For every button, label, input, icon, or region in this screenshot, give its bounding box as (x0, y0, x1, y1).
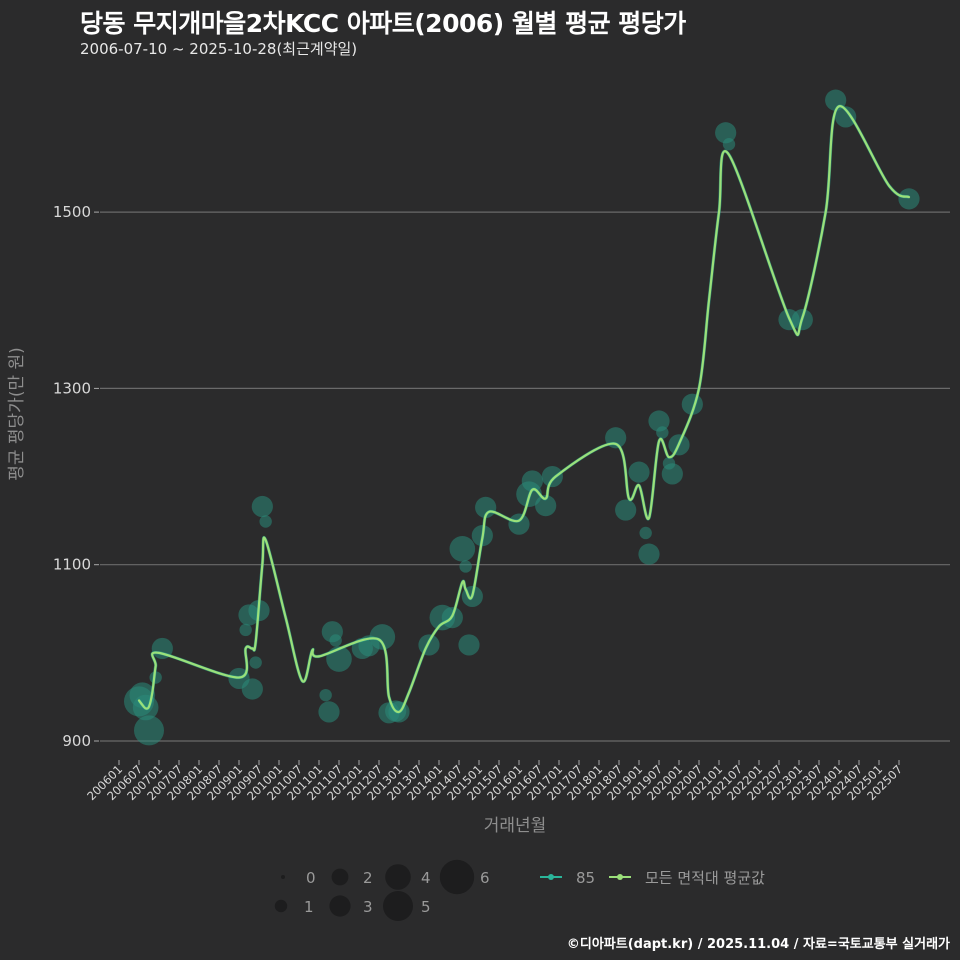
footer-credit: ©디아파트(dapt.kr) / 2025.11.04 / 자료=국토교통부 실… (566, 937, 950, 952)
legend-size-icon (329, 895, 351, 917)
bubble-point (259, 515, 272, 528)
x-axis-ticks: 2006012006072007012007072008012008072009… (84, 760, 905, 803)
bubble-point (639, 526, 652, 540)
legend-size-label: 3 (363, 898, 373, 916)
legend-line-label: 85 (576, 869, 595, 887)
y-tick-label: 1100 (53, 556, 91, 574)
legend-line-dot (617, 874, 623, 880)
bubble-point (318, 701, 340, 723)
legend-size-label: 1 (304, 898, 314, 916)
legend-size-icon (439, 859, 475, 895)
bubble-point (722, 138, 736, 151)
bubble-point (615, 499, 637, 521)
bubble-point (251, 495, 273, 518)
bubble-point (521, 470, 543, 492)
y-axis-ticks: 900 1100 1300 1500 (53, 203, 99, 750)
legend: 0 1 2 3 4 5 6 85 모든 면적대 평균값 (274, 859, 765, 921)
bubble-point (239, 623, 252, 637)
bubble-point (541, 465, 563, 488)
legend-size-label: 4 (421, 869, 431, 887)
y-tick-label: 1300 (53, 379, 91, 397)
legend-size-label: 6 (480, 869, 490, 887)
y-tick-label: 900 (62, 732, 91, 750)
bubble-point (656, 426, 669, 439)
legend-size-label: 0 (306, 869, 316, 887)
bubble-point (319, 688, 332, 702)
y-tick-label: 1500 (53, 203, 91, 221)
bubble-point (535, 495, 557, 517)
bubble-point (835, 106, 857, 128)
legend-size-label: 2 (363, 869, 373, 887)
legend-size-label: 5 (421, 898, 431, 916)
bubble-point (449, 536, 476, 562)
bubble-point (134, 715, 164, 746)
bubble-point (898, 188, 920, 210)
legend-line-dot (548, 874, 554, 880)
legend-line-label: 모든 면적대 평균값 (645, 869, 765, 887)
average-price-line (137, 105, 911, 714)
bubble-point (508, 513, 530, 535)
bubble-point (329, 634, 342, 647)
bubble-point (628, 461, 650, 483)
bubble-point (249, 656, 262, 669)
bubble-point (458, 634, 480, 656)
x-axis-title: 거래년월 (484, 816, 547, 836)
grid-lines (100, 211, 950, 742)
bubble-point (661, 463, 683, 485)
bubble-point (715, 122, 737, 144)
legend-size-icon (383, 891, 413, 921)
chart-subtitle: 2006-07-10 ~ 2025-10-28(최근계약일) (80, 40, 358, 58)
bubble-point (648, 410, 670, 432)
y-axis-title: 평균 평당가(만 원) (7, 347, 27, 481)
bubble-point (459, 560, 472, 573)
chart-title: 당동 무지개마을2차KCC 아파트(2006) 월별 평균 평당가 (80, 9, 686, 38)
legend-size-icon (281, 875, 285, 879)
legend-size-icon (385, 864, 411, 890)
legend-size-icon (331, 868, 349, 886)
bubble-point (241, 678, 263, 700)
legend-size-icon (274, 899, 288, 913)
bubble-point (638, 543, 660, 565)
bubble-point (369, 624, 396, 650)
bubble-series-85 (124, 89, 920, 746)
